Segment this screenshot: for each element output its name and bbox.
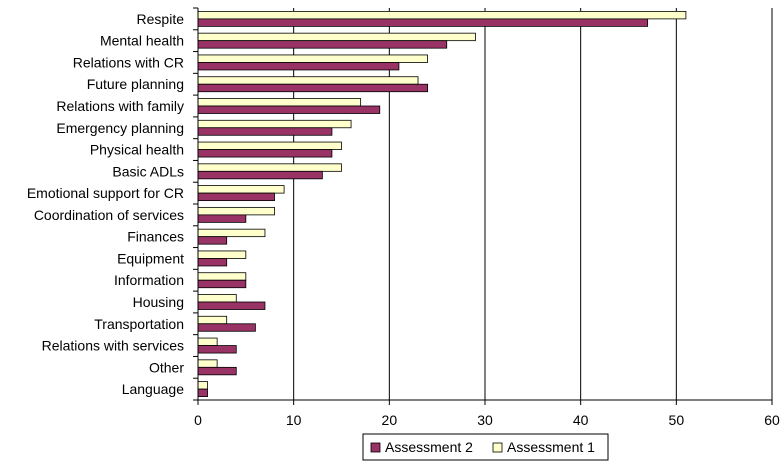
legend-label-assessment-1: Assessment 1 bbox=[507, 439, 595, 455]
axes bbox=[193, 7, 773, 405]
bar-assessment-2-mental-health bbox=[197, 40, 448, 49]
legend-box bbox=[362, 433, 609, 461]
category-label-equipment: Equipment bbox=[117, 250, 184, 266]
category-label-finances: Finances bbox=[127, 229, 184, 245]
bar-assessment-1-emergency-planning bbox=[197, 119, 352, 129]
bar-assessment-2-respite bbox=[197, 18, 649, 27]
legend-swatch-assessment-2 bbox=[370, 442, 381, 453]
bar-assessment-1-basic-adls bbox=[197, 163, 342, 172]
category-label-language: Language bbox=[122, 381, 185, 397]
category-label-emotional-support-for-cr: Emotional support for CR bbox=[27, 185, 184, 201]
x-tick-label-40: 40 bbox=[573, 412, 589, 428]
bar-assessment-2-emotional-support-for-cr bbox=[197, 192, 275, 202]
bar-assessment-1-physical-health bbox=[197, 141, 342, 150]
bar-assessment-2-emergency-planning bbox=[197, 127, 333, 136]
x-tick-label-60: 60 bbox=[764, 412, 780, 428]
category-label-future-planning: Future planning bbox=[87, 76, 184, 92]
bar-assessment-1-language bbox=[197, 381, 208, 390]
bar-assessment-2-relations-with-family bbox=[197, 105, 381, 114]
x-tick-label-30: 30 bbox=[477, 412, 493, 428]
category-label-physical-health: Physical health bbox=[90, 142, 184, 158]
category-label-relations-with-services: Relations with services bbox=[42, 338, 184, 354]
bar-assessment-1-relations-with-services bbox=[197, 337, 218, 346]
bar-assessment-1-information bbox=[197, 272, 247, 281]
bars bbox=[197, 10, 687, 398]
category-label-relations-with-family: Relations with family bbox=[56, 98, 184, 114]
bar-assessment-1-finances bbox=[197, 228, 266, 238]
bar-assessment-2-language bbox=[197, 388, 208, 398]
bar-assessment-2-future-planning bbox=[197, 83, 429, 93]
bar-assessment-1-respite bbox=[197, 10, 687, 20]
bar-assessment-1-other bbox=[197, 359, 218, 368]
bar-assessment-1-mental-health bbox=[197, 32, 476, 42]
x-tick-label-0: 0 bbox=[194, 412, 202, 428]
category-label-housing: Housing bbox=[133, 294, 184, 310]
x-tick-labels: 0 10 20 30 40 50 60 bbox=[194, 412, 780, 428]
legend-swatch-assessment-1 bbox=[492, 442, 503, 453]
category-label-respite: Respite bbox=[137, 11, 185, 27]
bar-assessment-2-physical-health bbox=[197, 149, 333, 158]
bar-assessment-1-transportation bbox=[197, 315, 228, 325]
bar-assessment-2-equipment bbox=[197, 258, 228, 267]
x-tick-label-50: 50 bbox=[669, 412, 685, 428]
bar-assessment-1-emotional-support-for-cr bbox=[197, 185, 285, 194]
category-label-coordination-of-services: Coordination of services bbox=[34, 207, 184, 223]
category-label-mental-health: Mental health bbox=[100, 33, 184, 49]
bar-assessment-2-basic-adls bbox=[197, 170, 323, 180]
bar-assessment-2-transportation bbox=[197, 323, 256, 332]
bar-assessment-1-relations-with-family bbox=[197, 98, 362, 107]
bar-assessment-1-equipment bbox=[197, 250, 247, 259]
bar-assessment-1-relations-with-cr bbox=[197, 54, 429, 63]
bar-assessment-2-relations-with-cr bbox=[197, 62, 400, 71]
category-label-information: Information bbox=[114, 272, 184, 288]
category-label-basic-adls: Basic ADLs bbox=[112, 163, 184, 179]
category-label-relations-with-cr: Relations with CR bbox=[73, 54, 184, 70]
category-label-transportation: Transportation bbox=[94, 316, 184, 332]
bar-assessment-2-housing bbox=[197, 301, 266, 310]
x-tick-label-20: 20 bbox=[382, 412, 398, 428]
bar-assessment-2-coordination-of-services bbox=[197, 214, 247, 223]
category-labels: Respite Mental health Relations with CR Fut… bbox=[27, 11, 185, 397]
bar-assessment-2-information bbox=[197, 279, 247, 289]
bar-assessment-1-future-planning bbox=[197, 76, 419, 85]
bar-assessment-2-finances bbox=[197, 236, 228, 245]
legend: Assessment 2 Assessment 1 bbox=[362, 433, 609, 461]
category-label-emergency-planning: Emergency planning bbox=[56, 120, 184, 136]
x-tick-label-10: 10 bbox=[286, 412, 302, 428]
bar-assessment-2-relations-with-services bbox=[197, 345, 237, 354]
bar-assessment-1-coordination-of-services bbox=[197, 206, 275, 216]
legend-label-assessment-2: Assessment 2 bbox=[385, 439, 473, 455]
category-label-other: Other bbox=[149, 359, 184, 375]
bar-assessment-2-other bbox=[197, 366, 237, 376]
gridlines bbox=[293, 8, 773, 400]
bar-assessment-1-housing bbox=[197, 294, 237, 303]
